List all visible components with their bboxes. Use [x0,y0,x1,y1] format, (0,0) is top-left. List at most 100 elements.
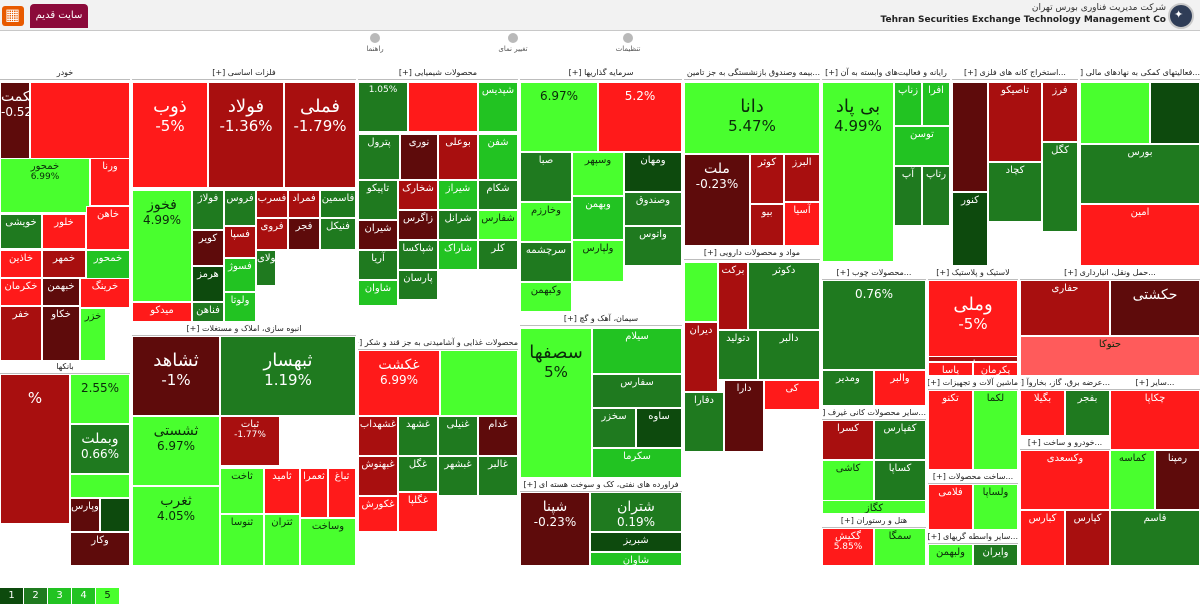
stock-tile[interactable]: سرچشمه [520,242,572,282]
stock-tile[interactable]: دانا 5.47% [684,82,820,154]
stock-tile[interactable]: ملت -0.23% [684,154,750,246]
stock-tile[interactable] [70,474,130,498]
settings-link[interactable]: تنظیمات [598,33,658,53]
sector-title[interactable]: لاستیک و پلاستیک [+] [928,266,1018,280]
stock-tile[interactable]: ثاخت [220,468,264,514]
sector-title[interactable]: فلزات اساسی [+] [132,66,356,80]
stock-tile[interactable]: غشهداب [358,416,398,456]
stock-tile[interactable]: ثعمرا [300,468,328,518]
stock-tile[interactable]: زاگرس [398,210,438,240]
stock-tile[interactable]: غبشهر [438,456,478,496]
stock-tile[interactable]: هرمز [192,266,224,302]
stock-tile[interactable]: ثبات -1.77% [220,416,280,466]
stock-tile[interactable] [1080,82,1150,144]
stock-tile[interactable]: فجر [288,218,320,250]
sector-title[interactable]: مواد و محصولات دارویی [+] [684,246,820,260]
stock-tile[interactable]: پکرمان [973,362,1018,376]
stock-tile[interactable]: ثشستی 6.97% [132,416,220,486]
stock-tile[interactable]: شیران [358,220,398,250]
sector-title[interactable]: ...عرضه برق، گاز، بخاروآ [+] [1020,376,1110,390]
stock-tile[interactable]: خمحور 6.99% [0,158,90,213]
stock-tile[interactable]: ومهان [624,152,682,192]
stock-tile[interactable]: دالبر [758,330,820,380]
stock-tile[interactable]: پتایر [928,356,1018,362]
stock-tile[interactable]: فولای [256,250,276,286]
stock-tile[interactable]: چکاپا [1110,390,1200,450]
stock-tile[interactable]: فناهن [192,302,224,322]
stock-tile[interactable]: غشهد [398,416,438,456]
sector-title[interactable]: سرمایه گذاریها [+] [520,66,682,80]
stock-tile[interactable]: فروس [224,190,256,226]
stock-tile[interactable]: آریا [358,250,398,280]
stock-tile[interactable]: دکوثر [748,262,820,330]
stock-tile[interactable]: حتوکا [1020,336,1200,376]
stock-tile[interactable]: فسپا [224,226,256,258]
stock-tile[interactable]: خبهمن [42,278,80,306]
sector-title[interactable]: هتل و رستوران [+] [822,514,926,528]
stock-tile[interactable]: شاراک [438,240,478,270]
stock-tile[interactable]: ثغرب 4.05% [132,486,220,566]
stock-tile[interactable]: غگل [398,456,438,492]
stock-tile[interactable]: بورس [1080,144,1200,204]
stock-tile[interactable]: رتاپ [922,166,950,226]
sector-title[interactable]: ...ساخت محصولات [+] [928,470,1018,484]
stock-tile[interactable]: زناپ [894,82,922,126]
stock-tile[interactable]: غبهنوش [358,456,398,496]
stock-tile[interactable]: کی [764,380,820,410]
stock-tile[interactable]: خویشی [0,214,42,249]
stock-tile[interactable]: وکسعدی [1020,450,1110,510]
stock-tile[interactable]: وصندوق [624,192,682,226]
stock-tile[interactable]: کنور [952,192,988,266]
stock-tile[interactable]: سکرما [592,448,682,478]
stock-tile[interactable]: پترول [358,134,400,180]
stock-tile[interactable]: توسن [894,126,950,166]
stock-tile[interactable]: وبملت 0.66% [70,424,130,474]
stock-tile[interactable]: خکاو [42,306,80,362]
stock-tile[interactable]: کگاز [822,500,926,514]
stock-tile[interactable]: خرینگ [80,278,130,308]
stock-tile[interactable]: خمحور [86,250,130,280]
stock-tile[interactable]: کلر [478,240,518,270]
stock-tile[interactable]: سمگا [874,528,926,566]
stock-tile[interactable]: غدام [478,416,518,456]
legend-item-1[interactable]: 1 [0,588,23,604]
stock-tile[interactable]: غنیلی [438,416,478,456]
stock-tile[interactable]: بفجر [1065,390,1110,436]
stock-tile[interactable]: والبر [874,370,926,406]
stock-tile[interactable] [952,82,988,192]
old-site-button[interactable]: سایت قدیم [30,4,88,28]
stock-tile[interactable]: غکورش [358,496,398,532]
stock-tile[interactable]: فنیکل [320,218,356,250]
sector-title[interactable]: ...حمل ونقل، انبارداری [+] [1020,266,1200,280]
stock-tile[interactable]: تکنو [928,390,973,470]
legend-item-5[interactable]: 5 [96,588,119,604]
stock-tile[interactable]: سیلام [592,328,682,374]
stock-tile[interactable]: کماسه [1110,450,1155,510]
stock-tile[interactable]: 0.76% [822,280,926,370]
stock-tile[interactable]: ولپارس [572,240,624,282]
stock-tile[interactable]: پاسا [928,362,973,376]
stock-tile[interactable]: بی پاد 4.99% [822,82,894,262]
stock-tile[interactable]: وپارس [70,498,100,532]
stock-tile[interactable]: حفاری [1020,280,1110,336]
stock-tile[interactable]: کویر [192,230,224,266]
stock-tile[interactable]: نوری [400,134,438,180]
stock-tile[interactable]: ثنوسا [220,514,264,566]
stock-tile[interactable]: امین [1080,204,1200,266]
sector-title[interactable]: ...سایر واسطه گریهای [+] [928,530,1018,544]
stock-tile[interactable]: کفپارس [874,420,926,460]
stock-tile[interactable]: میدکو [132,302,192,322]
stock-tile[interactable]: شتران 0.19% [590,492,682,532]
stock-tile[interactable]: فسوژ [224,258,256,292]
stock-tile[interactable]: شاوان [358,280,398,306]
sector-title[interactable]: ...بیمه وصندوق بازنشستگی به جز تامین [+] [684,66,820,80]
stock-tile[interactable]: فروی [256,218,288,250]
stock-tile[interactable]: غکشت 6.99% [358,350,440,416]
stock-tile[interactable]: ثشاهد -1% [132,336,220,416]
stock-tile[interactable] [100,498,130,532]
sector-title[interactable]: فراورده های نفتی، کک و سوخت هسته ای [+] [520,478,682,492]
stock-tile[interactable]: شپنا -0.23% [520,492,590,566]
stock-tile[interactable]: ولبهمن [928,544,973,566]
stock-tile[interactable]: ذوب -5% [132,82,208,188]
stock-tile[interactable]: خزر [80,308,106,362]
